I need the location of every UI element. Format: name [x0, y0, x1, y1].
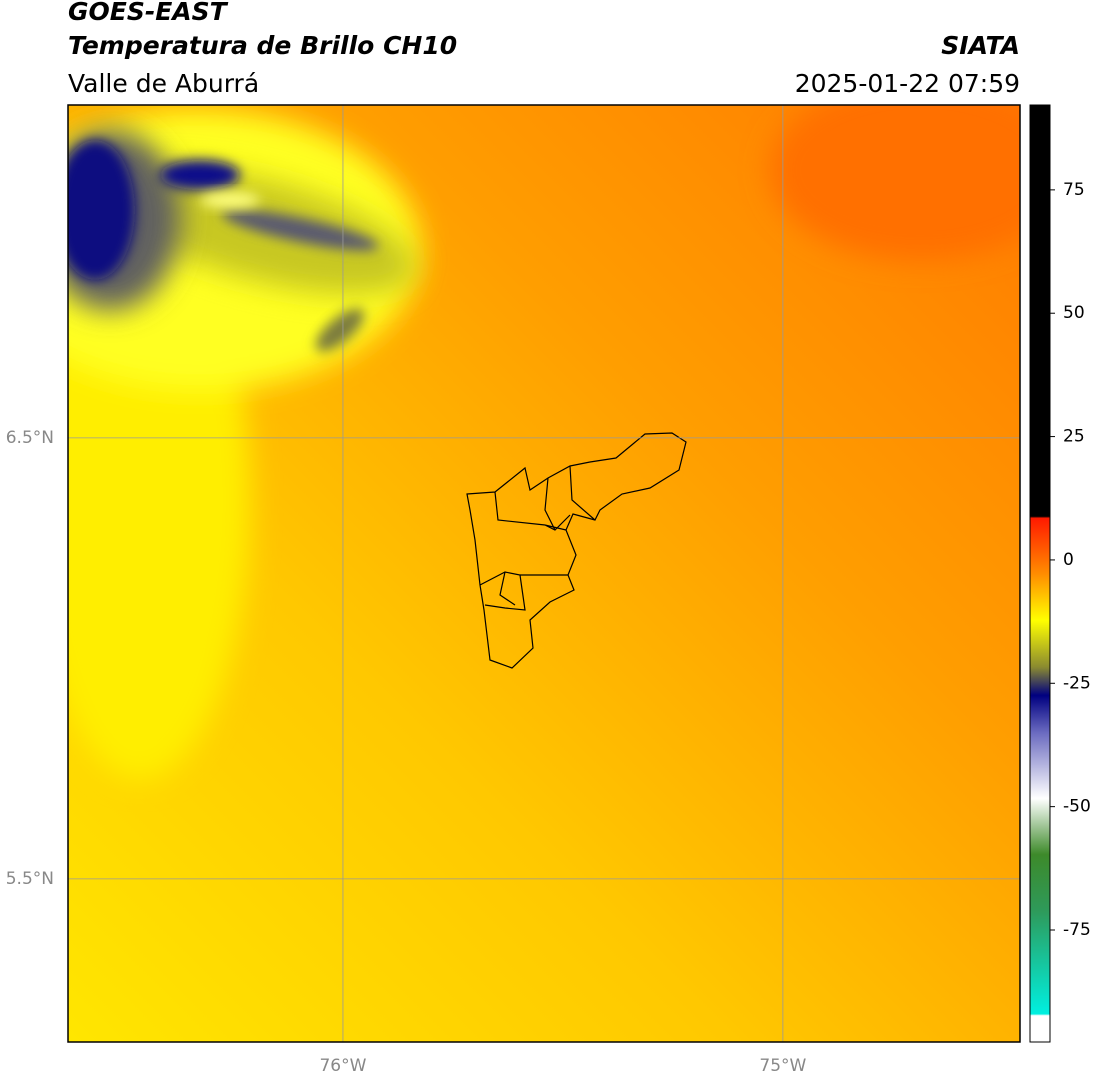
colorbar-tick-label: 75: [1063, 180, 1085, 200]
region: Valle de Aburrá: [68, 69, 259, 98]
colorbar: [1029, 104, 1051, 1043]
colorbar-tick-label: -75: [1063, 920, 1091, 940]
colorbar-tick-label: -50: [1063, 797, 1091, 817]
title: GOES-EAST: [68, 0, 229, 26]
x-tick-label: 75°W: [759, 1056, 806, 1076]
colorbar-tick-label: 50: [1063, 303, 1085, 323]
x-tick-label: 76°W: [319, 1056, 366, 1076]
timestamp: 2025-01-22 07:59: [795, 69, 1020, 98]
colorbar-tick-label: -25: [1063, 673, 1091, 693]
y-tick-label: 6.5°N: [6, 428, 54, 448]
colorbar-tick-label: 0: [1063, 550, 1074, 570]
colorbar-tick-label: 25: [1063, 427, 1085, 447]
map-frame: [67, 104, 1021, 1043]
y-tick-label: 5.5°N: [6, 869, 54, 889]
subtitle: Temperatura de Brillo CH10: [68, 31, 457, 60]
grid: [68, 105, 1020, 1042]
map-image: [68, 105, 1020, 1042]
valley-boundary: [466, 432, 687, 669]
source: SIATA: [941, 31, 1020, 60]
